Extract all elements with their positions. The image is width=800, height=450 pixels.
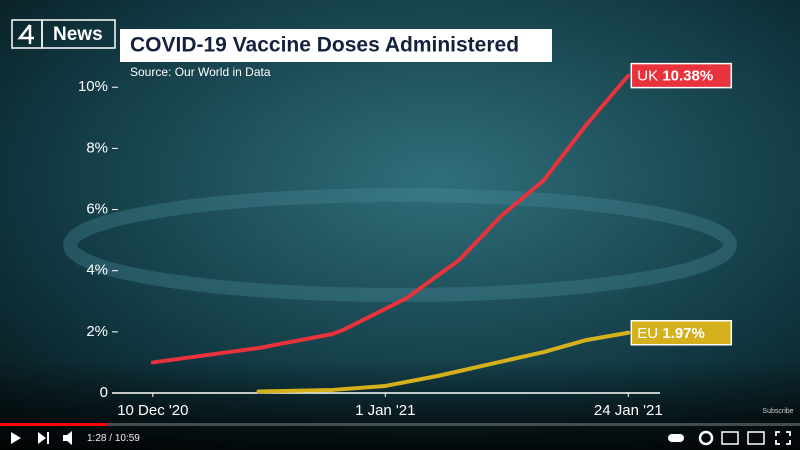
series-name: UK <box>637 68 658 85</box>
miniplayer-button[interactable] <box>721 431 739 445</box>
x-tick-label: 10 Dec '20 <box>117 402 188 419</box>
series-name: EU <box>637 325 658 342</box>
y-tick-label: 6% <box>86 201 108 218</box>
title-box <box>120 29 552 62</box>
y-tick-label: 0 <box>100 384 108 401</box>
channel-logo: News <box>11 19 116 49</box>
watermark: Subscribe <box>762 408 793 415</box>
end-label-box <box>630 62 733 89</box>
y-tick-label: 4% <box>86 262 108 279</box>
settings-button[interactable] <box>698 430 714 446</box>
time-separator: / <box>109 433 112 444</box>
chart-subtitle: Source: Our World in Data <box>130 65 271 79</box>
next-button[interactable] <box>38 432 49 444</box>
value-label: 10.38% <box>662 68 713 85</box>
y-tick-label: 10% <box>78 78 108 95</box>
x-tick-label: 24 Jan '21 <box>594 402 663 419</box>
logo-mark <box>17 24 34 44</box>
progress-played <box>0 423 107 426</box>
duration: 10:59 <box>115 433 140 444</box>
series-line <box>150 73 631 365</box>
time-display: 1:28 / 10:59 <box>87 433 140 444</box>
value-label: 1.97% <box>662 325 705 342</box>
volume-button[interactable] <box>63 431 72 445</box>
fullscreen-button[interactable] <box>775 431 791 445</box>
chart-title: COVID-19 Vaccine Doses Administered <box>130 34 519 57</box>
theater-button[interactable] <box>747 431 765 445</box>
end-label-box <box>630 320 733 346</box>
x-tick-label: 1 Jan '21 <box>355 402 415 419</box>
current-time: 1:28 <box>87 433 107 444</box>
progress-track[interactable] <box>0 423 800 426</box>
player-controls: 1:28 / 10:59 <box>0 423 800 446</box>
logo-box <box>41 19 116 49</box>
play-button[interactable] <box>11 432 21 444</box>
end-label: UK 10.38% <box>637 68 713 85</box>
y-tick-label: 8% <box>86 139 108 156</box>
series-line <box>256 330 631 394</box>
channel-name: News <box>53 24 103 45</box>
autoplay-toggle[interactable] <box>668 434 684 442</box>
end-label: EU 1.97% <box>637 325 705 342</box>
chart: 0 2% 4% 6% 8% 10% 10 Dec '20 1 Jan '21 24 Jan '2… <box>78 62 733 419</box>
y-tick-label: 2% <box>86 323 108 340</box>
